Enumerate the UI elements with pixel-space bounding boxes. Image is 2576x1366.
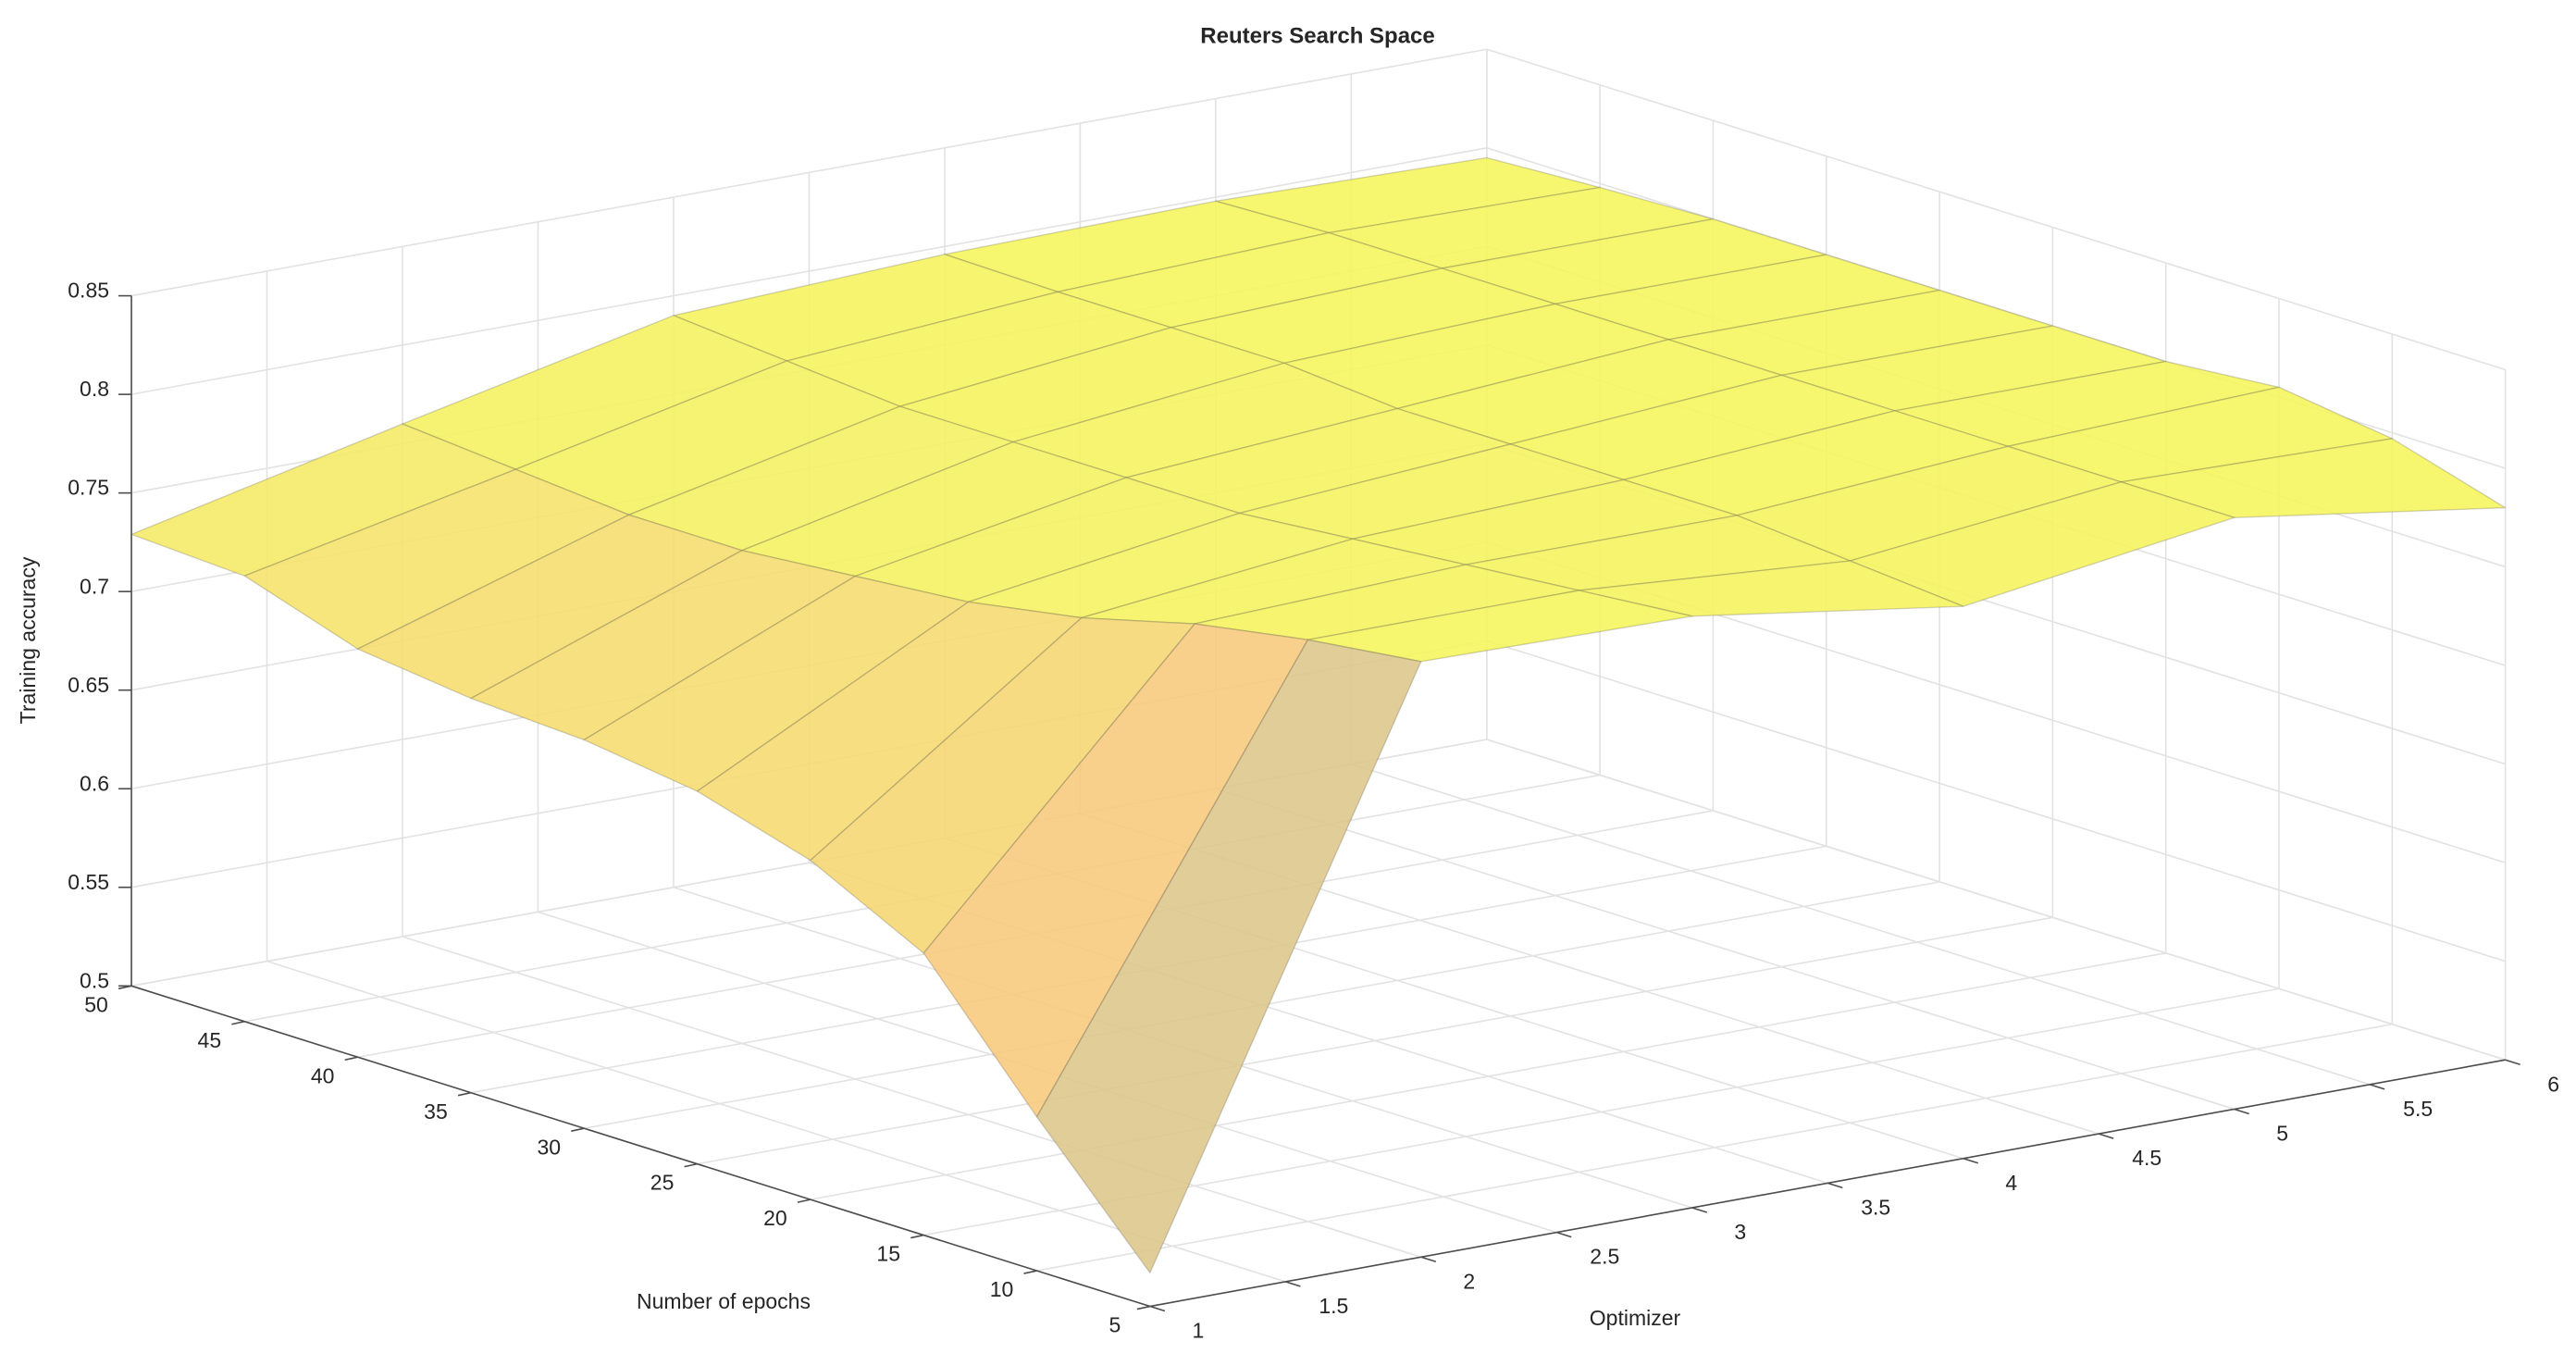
grid-line bbox=[402, 936, 1422, 1259]
surface-patch bbox=[854, 477, 1241, 603]
x-tick bbox=[2234, 1108, 2249, 1115]
x-tick-label: 2.5 bbox=[1590, 1245, 1619, 1269]
z-tick-label: 0.7 bbox=[80, 574, 109, 598]
surface-patch bbox=[356, 514, 743, 700]
y-tick bbox=[571, 1127, 585, 1132]
surface-patch bbox=[1554, 254, 1940, 341]
z-tick-label: 0.55 bbox=[68, 870, 109, 894]
y-tick bbox=[684, 1162, 698, 1168]
surface-patch bbox=[1441, 218, 1827, 305]
y-tick bbox=[1136, 1305, 1151, 1310]
surface-patch bbox=[1736, 445, 2123, 562]
surface-patch bbox=[1215, 156, 1601, 234]
x-tick bbox=[1827, 1182, 1843, 1189]
grid-line bbox=[1486, 48, 2506, 371]
x-tick-label: 2 bbox=[1463, 1269, 1475, 1293]
y-axis-line bbox=[130, 985, 1151, 1308]
chart-title: Reuters Search Space bbox=[1200, 23, 1434, 48]
surface-patch bbox=[741, 441, 1127, 577]
y-tick-label: 45 bbox=[198, 1028, 222, 1052]
surface-patch bbox=[1578, 560, 1964, 617]
grid-line bbox=[697, 916, 2053, 1165]
grid-line bbox=[1036, 1023, 2393, 1272]
y-tick-label: 30 bbox=[537, 1135, 561, 1159]
y-axis-label: Number of epochs bbox=[637, 1289, 811, 1313]
surface-patch bbox=[1352, 478, 1738, 565]
y-tick-label: 5 bbox=[1108, 1313, 1121, 1337]
x-tick-label: 1 bbox=[1192, 1319, 1204, 1343]
surface-patch bbox=[1623, 410, 2009, 516]
z-tick-label: 0.5 bbox=[80, 968, 109, 992]
surface-patch bbox=[1170, 267, 1556, 365]
x-tick-label: 4.5 bbox=[2132, 1146, 2161, 1170]
x-tick bbox=[1149, 1305, 1166, 1312]
surface-patch bbox=[1780, 325, 2167, 412]
x-tick bbox=[1691, 1207, 1708, 1213]
x-tick-label: 3.5 bbox=[1861, 1195, 1890, 1219]
x-tick-label: 3 bbox=[1734, 1220, 1746, 1244]
x-tick-label: 4 bbox=[2005, 1171, 2017, 1195]
y-tick-label: 50 bbox=[84, 992, 108, 1016]
grid-line bbox=[1351, 763, 2371, 1086]
z-tick-label: 0.8 bbox=[80, 377, 109, 401]
surface-patch bbox=[1396, 339, 1783, 445]
surface bbox=[130, 156, 2507, 1274]
y-tick bbox=[910, 1234, 924, 1239]
x-tick bbox=[2505, 1059, 2520, 1065]
grid-line bbox=[266, 960, 1286, 1283]
x-tick-label: 5 bbox=[2276, 1122, 2288, 1146]
grid-line bbox=[1486, 739, 2506, 1061]
x-tick bbox=[1963, 1157, 1978, 1164]
y-tick bbox=[118, 985, 132, 990]
y-tick bbox=[457, 1091, 472, 1097]
x-tick-label: 1.5 bbox=[1319, 1294, 1348, 1318]
surface-patch bbox=[1328, 186, 1715, 269]
x-tick-label: 5.5 bbox=[2403, 1097, 2433, 1121]
surface-patch bbox=[1307, 590, 1693, 663]
z-tick-label: 0.6 bbox=[80, 771, 109, 795]
y-tick-label: 35 bbox=[424, 1099, 448, 1124]
y-tick bbox=[797, 1198, 811, 1203]
z-tick-label: 0.65 bbox=[68, 673, 109, 697]
y-tick-label: 40 bbox=[311, 1063, 335, 1087]
x-tick bbox=[1420, 1256, 1437, 1263]
z-axis-label: Training accuracy bbox=[16, 556, 40, 724]
z-tick-label: 0.85 bbox=[68, 279, 109, 303]
y-tick bbox=[344, 1056, 358, 1062]
surface-patch bbox=[2007, 386, 2394, 483]
grid-line bbox=[1215, 788, 2235, 1111]
surface-patch bbox=[583, 575, 970, 792]
y-tick-label: 15 bbox=[876, 1242, 900, 1266]
axes-front: 0.50.550.60.650.70.750.80.85510152025303… bbox=[68, 279, 2559, 1343]
x-tick-label: 6 bbox=[2547, 1072, 2559, 1096]
x-tick bbox=[1556, 1231, 1572, 1238]
x-tick bbox=[1285, 1281, 1301, 1287]
y-tick bbox=[1023, 1270, 1037, 1274]
y-tick-label: 10 bbox=[990, 1277, 1014, 1301]
x-axis-label: Optimizer bbox=[1590, 1306, 1681, 1330]
surface-patch bbox=[967, 512, 1354, 619]
surface-patch bbox=[243, 468, 630, 650]
x-tick bbox=[2369, 1084, 2385, 1090]
x-tick bbox=[2098, 1133, 2114, 1139]
y-tick-label: 20 bbox=[763, 1206, 787, 1230]
surface-patch bbox=[696, 601, 1083, 862]
surface-patch bbox=[1667, 289, 2054, 377]
grid-line bbox=[1486, 640, 2506, 962]
y-tick-label: 25 bbox=[650, 1171, 675, 1195]
y-tick bbox=[231, 1020, 245, 1025]
surface-patch bbox=[1849, 481, 2235, 607]
grid-line bbox=[130, 48, 1487, 297]
surface-patch bbox=[627, 405, 1014, 552]
z-tick-label: 0.75 bbox=[68, 476, 109, 500]
surface-patch bbox=[810, 616, 1195, 954]
surface-patch bbox=[1035, 639, 1422, 1274]
grid-line bbox=[810, 952, 2166, 1200]
